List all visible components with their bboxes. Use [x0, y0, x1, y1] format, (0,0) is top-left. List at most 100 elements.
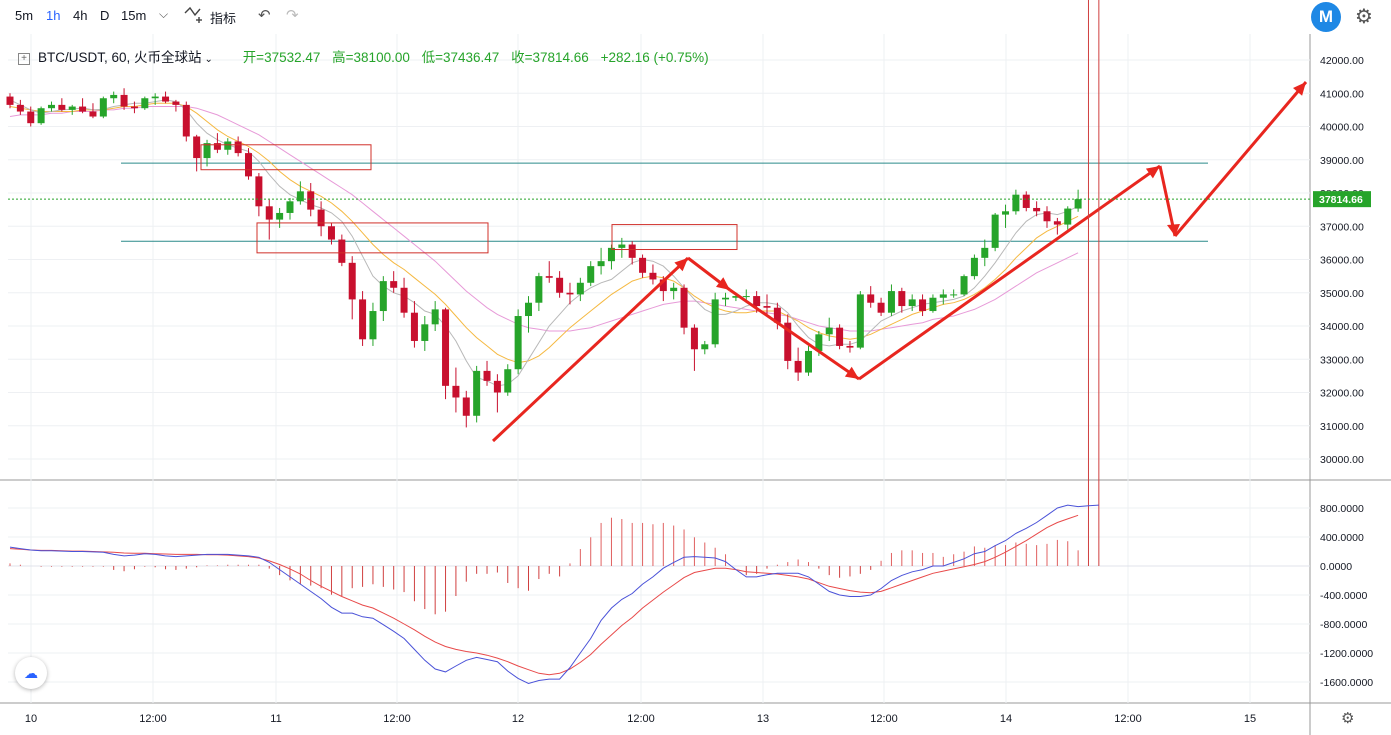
candle-body	[172, 101, 180, 105]
candle	[525, 296, 532, 333]
ohlc-open: 开=37532.47	[243, 50, 321, 65]
candle	[338, 234, 346, 267]
candle	[856, 291, 864, 350]
candle	[680, 284, 688, 335]
candle	[804, 345, 812, 376]
arrow-projection-up-head	[1293, 82, 1306, 96]
candle-body	[224, 141, 232, 150]
candle	[234, 136, 242, 157]
macd-tick-label: -800.0000	[1320, 619, 1367, 631]
candle-body	[255, 176, 263, 207]
symbol-title[interactable]: BTC/USDT, 60, 火币全球站	[38, 50, 202, 65]
candle	[929, 294, 937, 313]
brand-logo: M	[1311, 2, 1341, 32]
candle	[58, 98, 66, 112]
open-value: 开=37532.47	[242, 50, 321, 65]
candle	[545, 261, 553, 283]
candle-body	[659, 279, 667, 292]
low-value: 低=37436.47	[421, 50, 500, 65]
candle-body	[856, 294, 864, 348]
indicator-icon[interactable]	[184, 4, 206, 28]
price-tick-label: 31000.00	[1320, 421, 1364, 433]
candle	[245, 148, 253, 180]
candle	[877, 297, 885, 317]
candle-body	[649, 272, 657, 280]
annotation-boxes	[200, 144, 738, 254]
candle	[6, 93, 14, 109]
candle-body	[130, 106, 138, 109]
candle-body	[16, 104, 24, 112]
candle-body	[929, 297, 937, 312]
candle	[296, 181, 304, 205]
high-value: 高=38100.00	[332, 50, 410, 65]
price-tick-label: 30000.00	[1320, 454, 1364, 466]
chevron-down-icon[interactable]: ⌵	[159, 7, 169, 21]
candle-body	[89, 111, 97, 117]
candle-body	[1074, 199, 1082, 209]
candle-body	[722, 297, 730, 300]
grid	[0, 34, 1391, 735]
plus-square-icon[interactable]: +	[18, 53, 30, 65]
top-toolbar: 5m 1h 4h D 15m ⌵ 指标 ↶ ↷ M ⚙	[0, 0, 1391, 34]
change-value: +282.16 (+0.75%)	[600, 50, 709, 65]
gear-icon[interactable]: ⚙	[1355, 6, 1373, 28]
candle-body	[317, 209, 325, 227]
time-tick-label: 13	[757, 713, 769, 725]
candle-body	[587, 266, 595, 283]
candle	[110, 91, 118, 104]
candle-body	[99, 98, 107, 117]
macd-tick-label: -1600.0000	[1320, 677, 1373, 689]
chevron-down-icon[interactable]: ⌄	[204, 54, 213, 65]
axis-settings-gear-icon[interactable]: ⚙	[1341, 710, 1355, 727]
candle	[348, 256, 356, 320]
candle-body	[597, 261, 605, 267]
candle	[514, 309, 522, 375]
candle	[410, 301, 418, 348]
candle	[473, 365, 481, 423]
candle-body	[213, 143, 221, 150]
interval-d[interactable]: D	[100, 8, 110, 23]
candle	[846, 340, 854, 353]
close-value: 收=37814.66	[511, 50, 589, 65]
candle	[462, 390, 470, 428]
tradingview-logo-button[interactable]: ☁	[15, 657, 47, 689]
candle-body	[825, 327, 833, 335]
ohlc-close: 收=37814.66	[511, 50, 589, 65]
candle-body	[141, 98, 149, 109]
candle-body	[525, 302, 532, 317]
candle-body	[836, 327, 844, 346]
price-tick-label: 40000.00	[1320, 122, 1364, 134]
candle	[836, 324, 844, 350]
indicators-button[interactable]: 指标	[210, 11, 237, 26]
candle	[359, 291, 367, 346]
interval-4h[interactable]: 4h	[73, 8, 88, 23]
interval-15m[interactable]: 15m	[121, 8, 147, 23]
candle-body	[410, 312, 418, 341]
ma-slow-line	[9, 106, 1079, 332]
candle	[950, 289, 958, 298]
candle	[193, 134, 201, 172]
time-tick-label: 12:00	[627, 713, 655, 725]
candle	[628, 241, 636, 265]
arrow-down-1a-head	[716, 277, 730, 290]
price-tick-label: 33000.00	[1320, 354, 1364, 366]
candle-body	[431, 309, 439, 325]
candle	[390, 271, 398, 293]
candle-body	[47, 104, 55, 109]
redo-icon[interactable]: ↷	[286, 7, 299, 24]
undo-icon[interactable]: ↶	[258, 7, 271, 24]
time-tick-label: 10	[25, 713, 37, 725]
candle-body	[379, 281, 387, 312]
candle	[939, 289, 947, 305]
candle	[483, 360, 491, 386]
candle-body	[110, 94, 118, 99]
time-tick-label: 12:00	[139, 713, 167, 725]
macd-tick-label: 0.0000	[1320, 561, 1352, 573]
price-axis: 42000.0041000.0040000.0039000.0038000.00…	[1320, 55, 1364, 466]
candle-body	[1022, 194, 1030, 208]
interval-1h[interactable]: 1h	[46, 8, 61, 23]
interval-5m[interactable]: 5m	[15, 8, 34, 23]
annotation-box	[200, 144, 372, 171]
candle	[68, 104, 76, 115]
